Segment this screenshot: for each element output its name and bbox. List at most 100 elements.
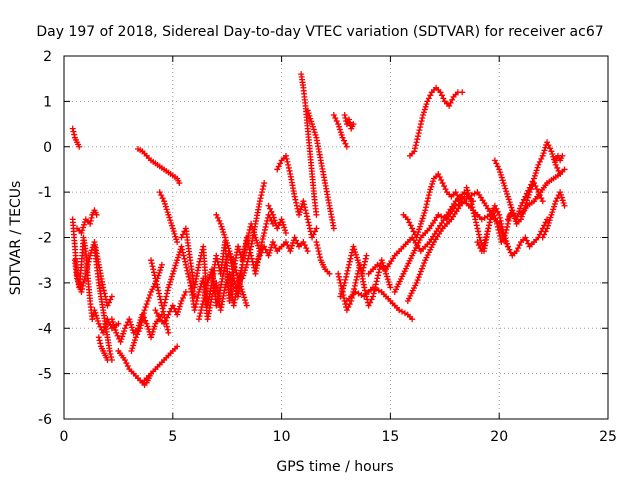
data-point <box>129 345 136 352</box>
data-point <box>485 225 492 232</box>
data-point <box>93 312 100 319</box>
data-point <box>156 269 163 276</box>
data-point <box>108 293 115 300</box>
y-axis-label: SDTVAR / TECUs <box>8 181 24 296</box>
data-point <box>302 207 309 214</box>
data-point <box>196 286 203 293</box>
data-point <box>424 198 431 205</box>
data-point <box>195 288 202 295</box>
data-point <box>332 115 339 122</box>
data-point <box>176 180 183 187</box>
data-point <box>474 239 481 246</box>
data-point <box>422 103 429 110</box>
data-point <box>271 217 278 224</box>
data-point <box>220 229 227 236</box>
data-point <box>459 89 466 96</box>
data-point <box>166 308 173 315</box>
data-point <box>435 170 442 177</box>
data-point <box>484 228 491 235</box>
data-point <box>245 232 252 239</box>
data-point <box>213 302 220 309</box>
data-point <box>181 291 188 298</box>
data-point <box>548 211 555 218</box>
data-point <box>229 259 236 266</box>
data-point <box>242 264 249 271</box>
data-point <box>339 288 346 295</box>
x-tick-label: 20 <box>490 429 508 445</box>
data-point <box>469 204 476 211</box>
data-point <box>259 239 266 246</box>
data-point <box>356 262 363 269</box>
data-point <box>239 288 246 295</box>
data-point <box>409 225 416 232</box>
data-point <box>144 298 151 305</box>
data-point <box>291 234 298 241</box>
data-point <box>142 304 149 311</box>
data-point <box>416 271 423 278</box>
data-point <box>183 264 190 271</box>
data-point <box>483 234 490 241</box>
data-point <box>353 276 360 283</box>
x-tick-label: 15 <box>381 429 399 445</box>
data-point <box>179 249 186 256</box>
data-point <box>159 305 166 312</box>
data-point <box>82 273 89 280</box>
data-point <box>216 287 223 294</box>
data-point <box>204 279 211 286</box>
data-point <box>414 231 421 238</box>
data-point <box>186 276 193 283</box>
data-point <box>304 216 311 223</box>
data-point <box>340 137 347 144</box>
data-point <box>165 329 172 336</box>
data-point <box>539 234 546 241</box>
data-point <box>128 321 135 328</box>
grid <box>64 56 608 419</box>
data-point <box>200 298 207 305</box>
data-point <box>216 290 223 297</box>
data-point <box>491 157 498 164</box>
data-point <box>288 245 295 252</box>
data-point <box>362 258 369 265</box>
data-point <box>224 242 231 249</box>
data-point <box>533 186 540 193</box>
data-point <box>373 278 380 285</box>
data-point <box>168 273 175 280</box>
series-13 <box>152 288 189 327</box>
data-point <box>181 255 188 262</box>
data-point <box>113 329 120 336</box>
data-point <box>157 267 164 274</box>
data-point <box>348 252 355 259</box>
data-point <box>175 254 182 261</box>
data-point <box>417 124 424 131</box>
data-point <box>345 264 352 271</box>
data-point <box>404 216 411 223</box>
data-point <box>84 264 91 271</box>
data-point <box>419 215 426 222</box>
data-point <box>88 214 95 221</box>
data-point <box>317 254 324 261</box>
data-point <box>491 202 498 209</box>
data-point <box>74 275 81 282</box>
data-point <box>473 222 480 229</box>
data-point <box>350 121 357 128</box>
data-point <box>315 248 322 255</box>
data-point <box>346 119 353 126</box>
data-point <box>470 207 477 214</box>
data-point <box>502 185 509 192</box>
data-point <box>303 210 310 217</box>
data-point <box>301 201 308 208</box>
data-point <box>487 216 494 223</box>
data-point <box>109 318 116 325</box>
data-point <box>74 278 81 285</box>
data-point <box>70 128 77 135</box>
data-point <box>309 234 316 241</box>
data-point <box>486 219 493 226</box>
data-point <box>92 309 99 316</box>
data-point <box>178 243 185 250</box>
data-point <box>174 239 181 246</box>
data-point <box>522 193 529 200</box>
data-point <box>365 302 372 309</box>
series-32 <box>343 284 416 323</box>
data-point <box>78 229 85 236</box>
data-point <box>541 147 548 154</box>
